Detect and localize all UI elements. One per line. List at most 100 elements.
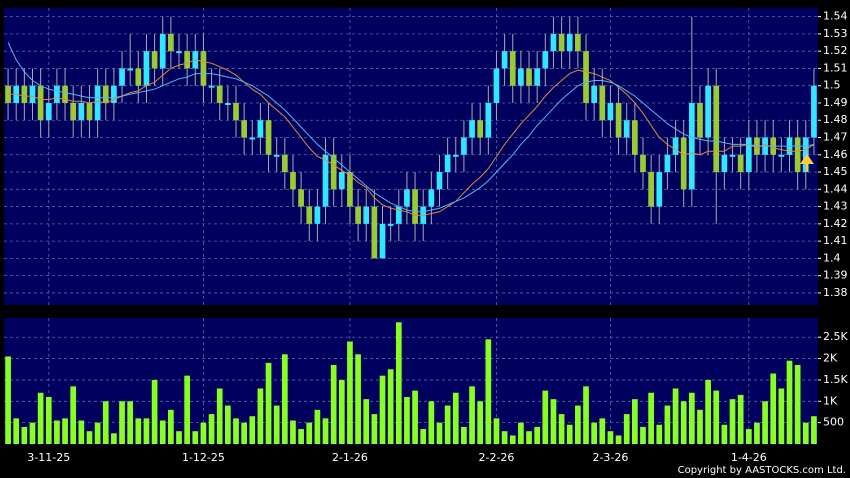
volume-bar bbox=[29, 422, 36, 444]
y-tick-label: 500 bbox=[823, 416, 844, 429]
volume-bar bbox=[265, 362, 272, 444]
candle-body bbox=[281, 154, 288, 173]
y-tick-label: 1.53 bbox=[823, 27, 848, 40]
y-tick-label: 1.44 bbox=[823, 182, 848, 195]
volume-bar bbox=[705, 379, 711, 444]
volume-bar bbox=[387, 369, 394, 444]
volume-bar bbox=[786, 360, 793, 444]
volume-bar bbox=[672, 388, 679, 444]
candle-body bbox=[257, 120, 264, 138]
volume-bar bbox=[371, 414, 378, 444]
candle-body bbox=[379, 223, 386, 259]
candle-body bbox=[802, 137, 809, 173]
candle-body bbox=[509, 51, 516, 86]
volume-bar bbox=[111, 433, 117, 444]
volume-bar bbox=[485, 339, 492, 444]
y-tick-label: 1.42 bbox=[823, 217, 848, 230]
volume-bar bbox=[534, 426, 541, 444]
y-tick-label: 1K bbox=[823, 394, 838, 407]
volume-bar bbox=[469, 386, 475, 444]
volume-bar bbox=[102, 401, 109, 444]
candle-body bbox=[534, 68, 541, 86]
candle-body bbox=[94, 85, 101, 121]
y-tick-label: 1.45 bbox=[823, 165, 848, 178]
candle-body bbox=[656, 172, 663, 207]
volume-bar bbox=[599, 418, 606, 444]
volume-bar bbox=[575, 405, 581, 444]
candle-body bbox=[29, 85, 36, 103]
y-tick-label: 1.39 bbox=[823, 269, 848, 282]
candle-body bbox=[273, 154, 280, 157]
candle-body bbox=[428, 189, 435, 207]
volume-bar bbox=[37, 392, 44, 444]
volume-bar bbox=[306, 422, 313, 444]
volume-bar bbox=[713, 390, 720, 444]
candle-body bbox=[347, 172, 353, 207]
candle-body bbox=[249, 137, 256, 140]
volume-bar bbox=[225, 405, 231, 444]
volume-bar bbox=[664, 405, 671, 444]
volume-bar bbox=[184, 375, 190, 444]
volume-bar bbox=[444, 405, 451, 444]
volume-bar bbox=[762, 401, 768, 444]
candle-body bbox=[737, 154, 744, 173]
volume-bar bbox=[143, 418, 150, 444]
volume-bar bbox=[477, 401, 484, 444]
candle-body bbox=[566, 33, 573, 52]
volume-bar bbox=[802, 422, 809, 444]
candle-body bbox=[298, 189, 304, 207]
candle-body bbox=[37, 85, 44, 121]
candle-body bbox=[119, 68, 125, 86]
candle-body bbox=[680, 137, 687, 190]
candle-body bbox=[338, 172, 345, 190]
candle-body bbox=[575, 33, 581, 52]
candle-body bbox=[778, 154, 785, 157]
volume-bar bbox=[794, 364, 801, 444]
x-tick-label: 3-11-25 bbox=[27, 451, 70, 464]
candle-body bbox=[314, 206, 321, 224]
candle-body bbox=[151, 51, 158, 69]
candle-body bbox=[290, 172, 296, 190]
candle-body bbox=[330, 154, 337, 190]
candle-body bbox=[62, 85, 68, 103]
candle-body bbox=[729, 154, 736, 157]
y-tick-label: 1.54 bbox=[823, 10, 848, 23]
candle-body bbox=[225, 102, 231, 105]
y-tick-label: 1.46 bbox=[823, 148, 848, 161]
candle-body bbox=[404, 189, 410, 207]
candle-body bbox=[200, 51, 207, 86]
volume-bar bbox=[648, 392, 654, 444]
candle-body bbox=[469, 120, 475, 138]
volume-bar bbox=[770, 373, 777, 444]
candle-body bbox=[688, 102, 695, 190]
candle-body bbox=[363, 206, 370, 224]
x-tick-label: 2-1-26 bbox=[332, 451, 368, 464]
candle-body bbox=[436, 172, 443, 190]
volume-bar bbox=[347, 341, 353, 444]
candle-body bbox=[648, 172, 654, 207]
candle-body bbox=[241, 120, 247, 138]
y-tick-label: 1.49 bbox=[823, 96, 848, 109]
y-tick-label: 1.38 bbox=[823, 286, 848, 299]
y-tick-label: 1.51 bbox=[823, 61, 848, 74]
volume-bar bbox=[688, 392, 695, 444]
volume-bar bbox=[45, 397, 52, 444]
volume-bar bbox=[241, 422, 247, 444]
candle-body bbox=[86, 102, 93, 121]
volume-bar bbox=[558, 414, 565, 444]
volume-bar bbox=[640, 426, 646, 444]
volume-bar bbox=[623, 414, 630, 444]
y-tick-label: 1.5 bbox=[823, 79, 841, 92]
volume-bar bbox=[338, 379, 345, 444]
candle-body bbox=[713, 85, 720, 173]
candle-body bbox=[111, 85, 117, 103]
candle-body bbox=[623, 120, 630, 138]
volume-bar bbox=[363, 399, 370, 444]
volume-bar bbox=[428, 401, 435, 444]
candle-body bbox=[176, 51, 182, 54]
candle-body bbox=[550, 33, 557, 52]
volume-bar bbox=[200, 422, 207, 444]
candle-body bbox=[265, 120, 272, 155]
candle-body bbox=[306, 206, 313, 224]
